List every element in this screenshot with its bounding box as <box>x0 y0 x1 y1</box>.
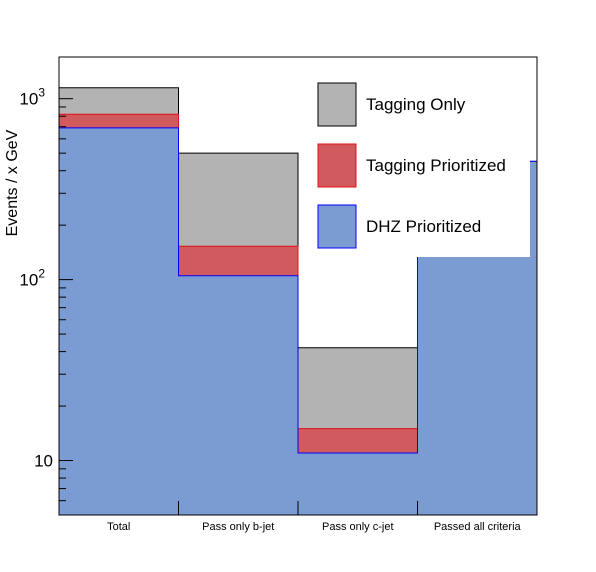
legend: Tagging Only Tagging Prioritized DHZ Prior… <box>302 72 530 257</box>
x-axis: Total Pass only b-jet Pass only c-jet Passe… <box>107 501 522 533</box>
y-axis-title: Events / x GeV <box>4 129 21 236</box>
y-axis: 10 102 103 <box>19 86 73 516</box>
legend-label-tagging-only: Tagging Only <box>366 95 466 114</box>
legend-label-dhz-prioritized: DHZ Prioritized <box>366 217 481 236</box>
legend-swatch-tagging-prioritized <box>317 143 357 188</box>
y-tick-label: 103 <box>19 86 45 109</box>
bars-layer <box>58 87 538 516</box>
y-tick-label: 102 <box>19 267 45 290</box>
legend-label-tagging-prioritized: Tagging Prioritized <box>366 156 506 175</box>
y-tick-label: 10 <box>34 452 53 471</box>
x-tick-label: Passed all criteria <box>434 521 522 533</box>
x-tick-label: Pass only c-jet <box>322 521 394 533</box>
legend-swatch-tagging-only <box>317 82 357 127</box>
bar-dhz-prioritized-3 <box>298 453 418 515</box>
bar-dhz-prioritized-1 <box>59 127 179 515</box>
x-tick-label: Pass only b-jet <box>202 521 274 533</box>
x-tick-label: Total <box>107 521 130 533</box>
bar-dhz-prioritized-2 <box>178 275 298 515</box>
legend-swatch-dhz-prioritized <box>317 204 357 249</box>
